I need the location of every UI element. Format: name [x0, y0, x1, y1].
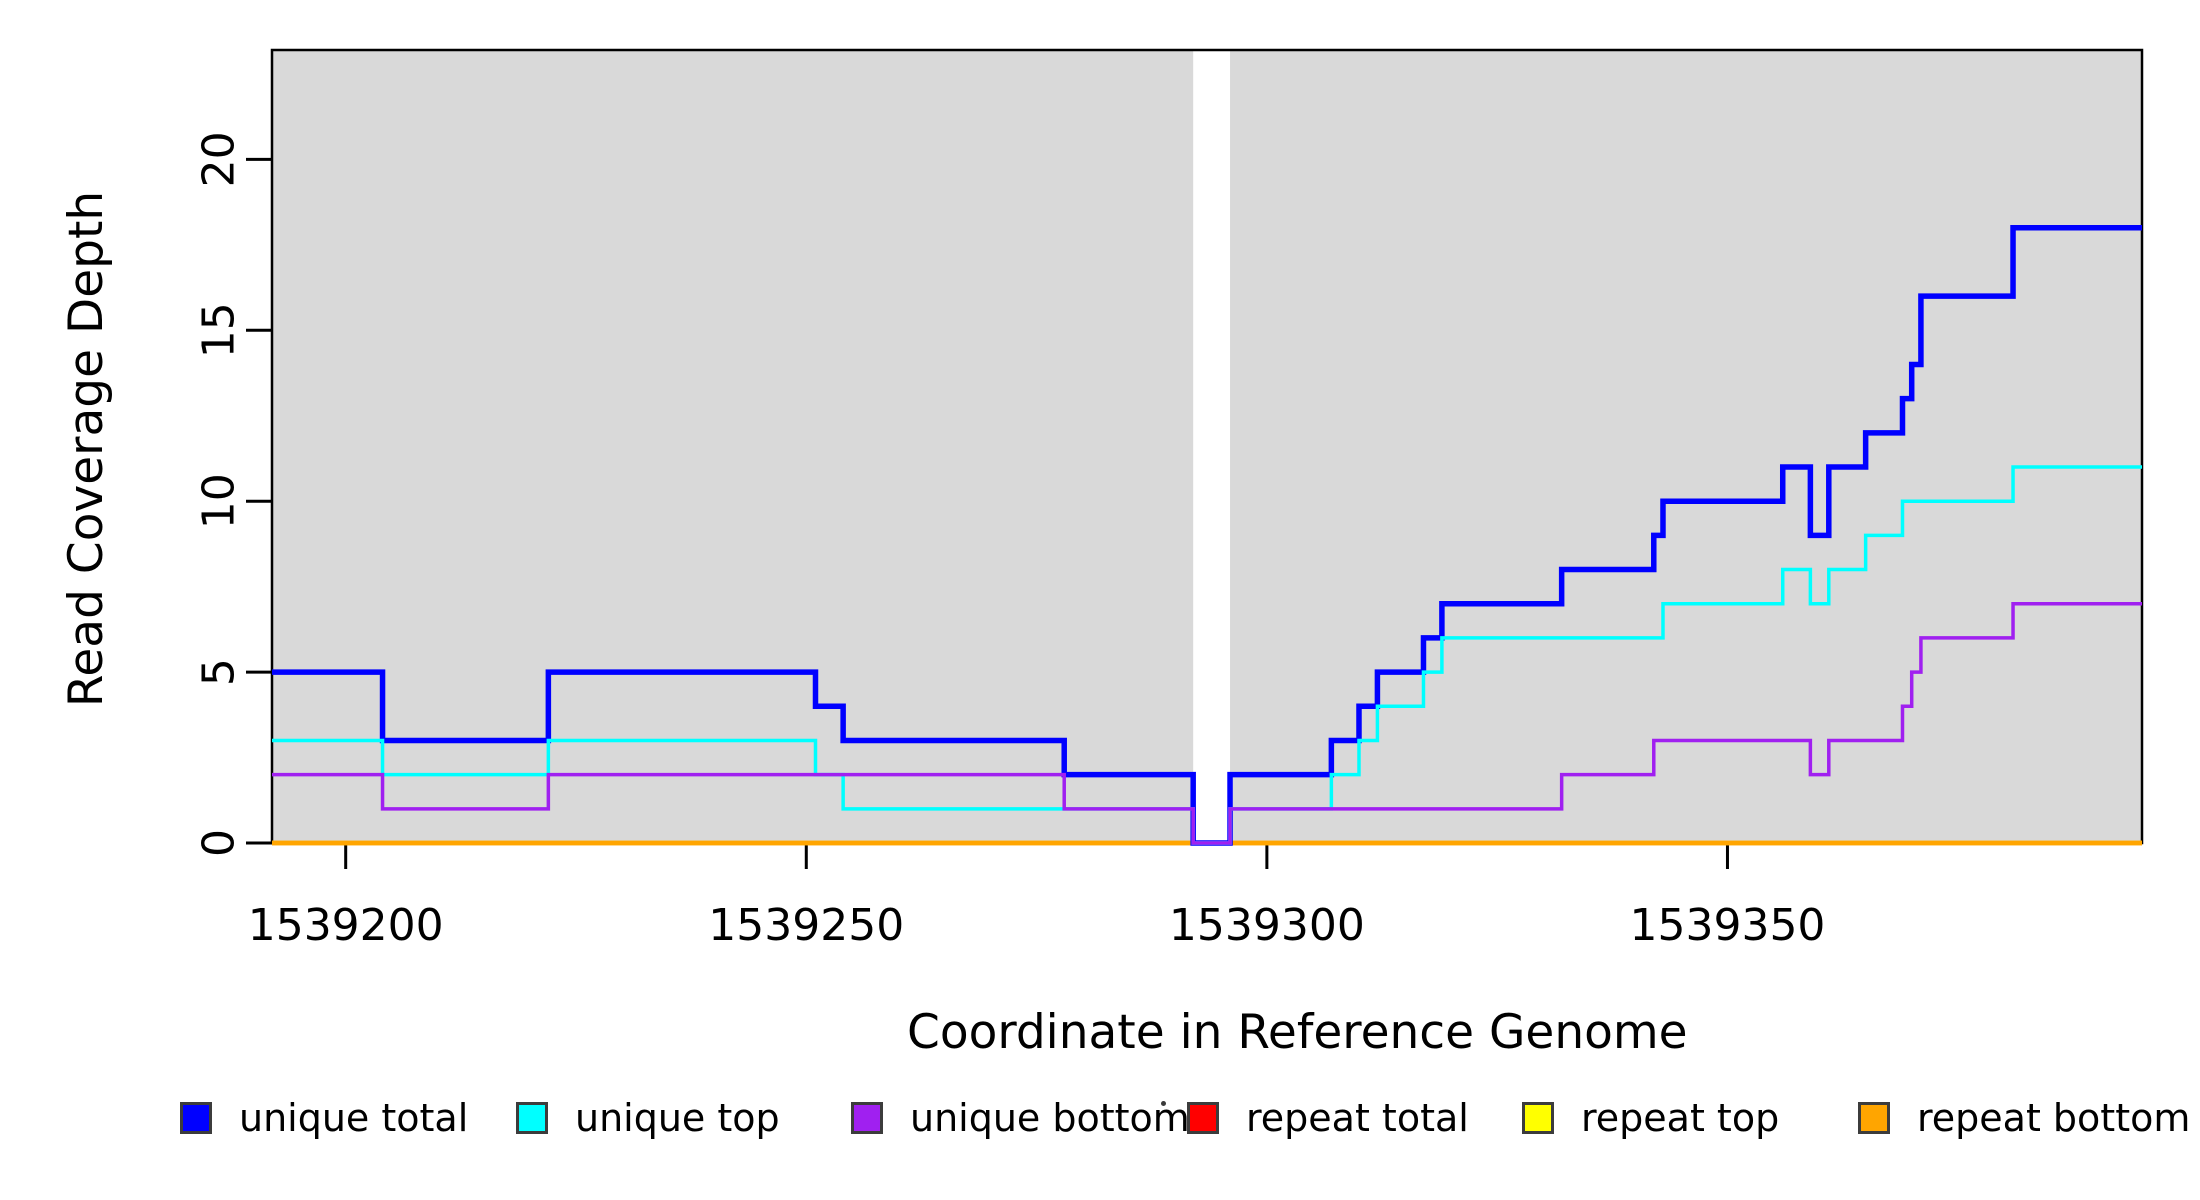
- stray-dot-artifact: [1161, 1101, 1166, 1106]
- legend-swatch-icon: [1858, 1102, 1890, 1134]
- x-axis-tick-label: 1539250: [708, 900, 904, 951]
- legend-item-unique-total: unique total: [180, 1096, 468, 1140]
- legend-swatch-icon: [1187, 1102, 1219, 1134]
- legend-item-unique-top: unique top: [516, 1096, 780, 1140]
- y-axis-tick-label: 15: [194, 302, 245, 358]
- legend-item-repeat-bottom: repeat bottom: [1858, 1096, 2190, 1140]
- series-line-unique-total: [272, 224, 2142, 846]
- legend: unique total unique top unique bottom repea…: [0, 1096, 2200, 1140]
- y-axis-tick-label: 10: [194, 473, 245, 529]
- y-axis-title: Read Coverage Depth: [59, 190, 114, 708]
- legend-swatch-icon: [180, 1102, 212, 1134]
- legend-label: unique top: [575, 1096, 780, 1140]
- legend-item-repeat-total: repeat total: [1187, 1096, 1469, 1140]
- legend-label: repeat bottom: [1917, 1096, 2191, 1140]
- x-axis-tick-label: 1539350: [1629, 900, 1825, 951]
- legend-item-repeat-top: repeat top: [1522, 1096, 1779, 1140]
- x-axis-tick-label: 1539300: [1169, 900, 1365, 951]
- legend-item-unique-bottom: unique bottom: [851, 1096, 1190, 1140]
- y-axis-tick-label: 20: [194, 131, 245, 187]
- y-axis-tick-label: 0: [194, 829, 245, 857]
- y-axis-tick-label: 5: [194, 658, 245, 686]
- legend-label: repeat top: [1581, 1096, 1780, 1140]
- legend-swatch-icon: [1522, 1102, 1554, 1134]
- series-line-unique-bottom: [272, 601, 2142, 845]
- legend-label: repeat total: [1246, 1096, 1469, 1140]
- legend-label: unique total: [239, 1096, 469, 1140]
- legend-label: unique bottom: [910, 1096, 1190, 1140]
- no-data-gap: [1193, 50, 1231, 843]
- x-axis-title: Coordinate in Reference Genome: [907, 1005, 1688, 1060]
- legend-swatch-icon: [851, 1102, 883, 1134]
- legend-swatch-icon: [516, 1102, 548, 1134]
- x-axis-tick-label: 1539200: [248, 900, 444, 951]
